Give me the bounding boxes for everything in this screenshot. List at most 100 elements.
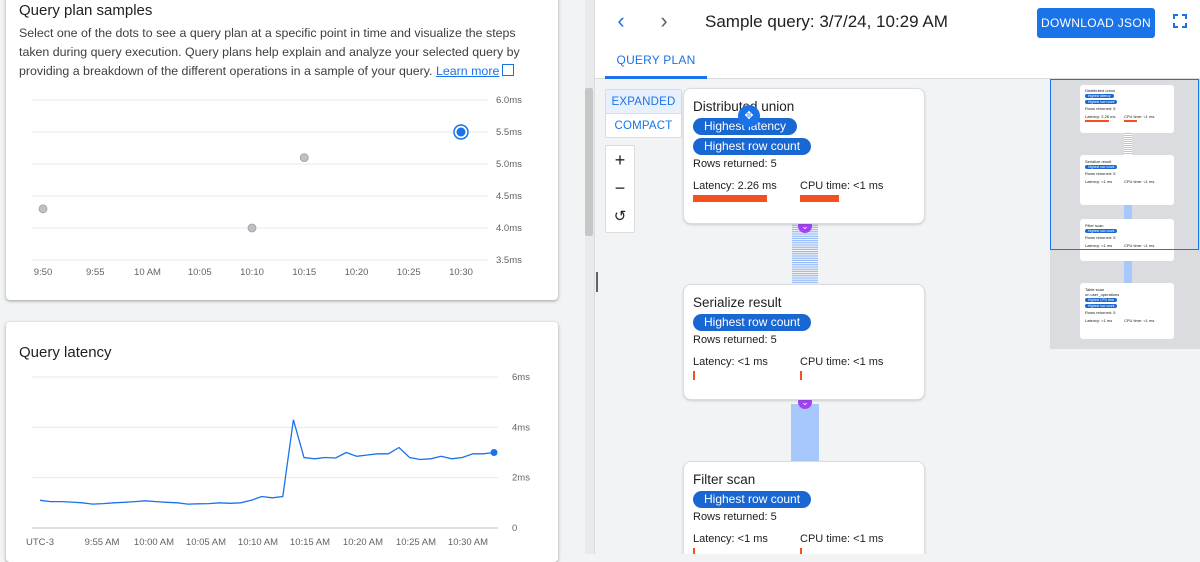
plan-node-distributed-union[interactable]: Distributed union Highest latency Highes… bbox=[683, 88, 925, 224]
latency-series-line bbox=[39, 419, 495, 505]
x-tick-label: 9:50 bbox=[34, 267, 53, 278]
x-tick-label: 10:10 AM bbox=[238, 537, 278, 548]
x-tick-label: 10:20 bbox=[345, 267, 369, 278]
plan-node-serialize-result[interactable]: Serialize result Highest row count Rows … bbox=[683, 284, 925, 400]
resize-handle[interactable] bbox=[596, 272, 598, 292]
latency-bar bbox=[693, 371, 695, 380]
data-point bbox=[299, 153, 309, 163]
mini-node-distributed-union: Distributed union Highest latency Highes… bbox=[1080, 85, 1174, 133]
x-tick-label: 10:30 bbox=[449, 267, 473, 278]
x-tick-label: 10:25 AM bbox=[396, 537, 436, 548]
minus-icon: − bbox=[614, 177, 626, 198]
left-scroll-track[interactable] bbox=[585, 0, 594, 554]
x-tick-label: 9:55 AM bbox=[85, 537, 120, 548]
x-tick-label: UTC-3 bbox=[26, 537, 54, 548]
compact-mode-button[interactable]: COMPACT bbox=[614, 119, 673, 132]
latency-value: Latency: <1 ms bbox=[693, 356, 768, 368]
mini-node-table-scan: Table scan on user_operations Highest CP… bbox=[1080, 283, 1174, 339]
data-point bbox=[247, 223, 257, 233]
previous-sample-button[interactable]: ‹ bbox=[609, 10, 633, 34]
reset-view-button[interactable]: ↺ bbox=[606, 202, 634, 230]
highest-row-count-chip: Highest row count bbox=[693, 491, 812, 508]
highest-row-count-chip: Highest row count bbox=[693, 314, 812, 331]
x-tick-label: 10:05 bbox=[188, 267, 212, 278]
y-tick-label: 6.0ms bbox=[496, 95, 522, 106]
latency-bar bbox=[693, 195, 767, 202]
x-tick-label: 10 AM bbox=[134, 267, 161, 278]
expanded-mode-button[interactable]: EXPANDED bbox=[606, 90, 681, 114]
plan-topbar: ‹ › Sample query: 3/7/24, 10:29 AM DOWNL… bbox=[595, 0, 1200, 44]
left-pane: Query plan samples Select one of the dot… bbox=[0, 0, 585, 562]
y-tick-label: 2ms bbox=[512, 473, 530, 484]
zoom-controls: + − ↺ bbox=[605, 145, 635, 233]
mini-connector bbox=[1124, 129, 1132, 157]
chevron-right-icon: › bbox=[660, 8, 668, 33]
data-point bbox=[38, 204, 48, 214]
mini-connector bbox=[1124, 204, 1132, 222]
samples-description-text: Select one of the dots to see a query pl… bbox=[19, 26, 520, 78]
samples-scatter-chart: 6.0ms 5.5ms 5.0ms 4.5ms 4.0ms 3.5ms 9:50 9:55 10… bbox=[32, 95, 522, 278]
cpu-time-value: CPU time: <1 ms bbox=[800, 180, 884, 192]
y-tick-label: 4.5ms bbox=[496, 191, 522, 202]
rows-returned: Rows returned: 5 bbox=[693, 511, 777, 523]
node-title: Serialize result bbox=[693, 295, 782, 310]
left-scrollbar-thumb[interactable] bbox=[585, 88, 593, 236]
latency-card-title: Query latency bbox=[19, 344, 112, 361]
pane-divider bbox=[594, 0, 595, 554]
query-plan-samples-card: Query plan samples Select one of the dot… bbox=[6, 0, 558, 300]
cpu-time-bar bbox=[800, 195, 839, 202]
minimap-pan-icon[interactable]: ✥ bbox=[738, 105, 760, 127]
fullscreen-icon[interactable] bbox=[1173, 14, 1187, 28]
cpu-time-bar bbox=[800, 548, 802, 554]
rows-returned: Rows returned: 5 bbox=[693, 334, 777, 346]
x-tick-label: 10:15 bbox=[292, 267, 316, 278]
query-plan-panel: ‹ › Sample query: 3/7/24, 10:29 AM DOWNL… bbox=[595, 0, 1200, 554]
plan-canvas[interactable]: EXPANDED COMPACT + − ↺ ⌄ ⌄ Distributed u… bbox=[595, 79, 1200, 554]
x-tick-label: 10:30 AM bbox=[448, 537, 488, 548]
x-tick-label: 10:10 bbox=[240, 267, 264, 278]
mini-node-serialize-result: Serialize result Highest row count Rows … bbox=[1080, 155, 1174, 205]
plan-minimap[interactable]: Distributed union Highest latency Highes… bbox=[1050, 79, 1200, 349]
cpu-time-value: CPU time: <1 ms bbox=[800, 533, 884, 545]
selected-data-point bbox=[456, 127, 466, 137]
node-title: Filter scan bbox=[693, 472, 756, 487]
x-tick-label: 10:00 AM bbox=[134, 537, 174, 548]
x-tick-label: 10:05 AM bbox=[186, 537, 226, 548]
y-tick-label: 4ms bbox=[512, 422, 530, 433]
connector-union-serialize bbox=[792, 222, 818, 283]
x-tick-label: 10:25 bbox=[397, 267, 421, 278]
y-tick-label: 5.5ms bbox=[496, 127, 522, 138]
latency-line-chart: 6ms 4ms 2ms 0 UTC-3 9:55 AM 10:00 AM 10:05 AM 10… bbox=[26, 372, 530, 548]
connector-serialize-filter bbox=[791, 404, 819, 464]
mini-node-filter-scan: Filter scan Highest row count Rows retur… bbox=[1080, 219, 1174, 261]
y-tick-label: 5.0ms bbox=[496, 159, 522, 170]
plan-tabbar: QUERY PLAN bbox=[595, 44, 1200, 79]
learn-more-link[interactable]: Learn more bbox=[436, 64, 515, 78]
cpu-time-value: CPU time: <1 ms bbox=[800, 356, 884, 368]
sample-query-title: Sample query: 3/7/24, 10:29 AM bbox=[705, 12, 948, 31]
zoom-in-button[interactable]: + bbox=[606, 146, 634, 174]
plus-icon: + bbox=[614, 149, 626, 170]
zoom-out-button[interactable]: − bbox=[606, 174, 634, 202]
x-tick-label: 10:20 AM bbox=[343, 537, 383, 548]
chevron-left-icon: ‹ bbox=[617, 8, 625, 33]
tab-query-plan[interactable]: QUERY PLAN bbox=[605, 44, 707, 79]
samples-card-description: Select one of the dots to see a query pl… bbox=[19, 24, 539, 81]
y-tick-label: 0 bbox=[512, 523, 517, 534]
download-json-button[interactable]: DOWNLOAD JSON bbox=[1037, 8, 1155, 38]
y-tick-label: 6ms bbox=[512, 372, 530, 383]
view-mode-toggle: EXPANDED COMPACT bbox=[605, 89, 682, 138]
mini-connector bbox=[1124, 261, 1132, 283]
plan-node-filter-scan[interactable]: Filter scan Highest row count Rows retur… bbox=[683, 461, 925, 554]
highest-row-count-chip: Highest row count bbox=[693, 138, 812, 155]
latest-data-point bbox=[490, 449, 498, 456]
reset-icon: ↺ bbox=[613, 208, 627, 225]
latency-bar bbox=[693, 548, 695, 554]
x-tick-label: 9:55 bbox=[86, 267, 105, 278]
latency-value: Latency: 2.26 ms bbox=[693, 180, 777, 192]
minimap-viewport[interactable] bbox=[1050, 79, 1199, 250]
query-latency-card: Query latency 6ms 4ms 2ms 0 UTC-3 9:55 AM 10:0… bbox=[6, 322, 558, 562]
y-tick-label: 3.5ms bbox=[496, 255, 522, 266]
next-sample-button[interactable]: › bbox=[652, 10, 676, 34]
samples-card-title: Query plan samples bbox=[19, 2, 153, 19]
